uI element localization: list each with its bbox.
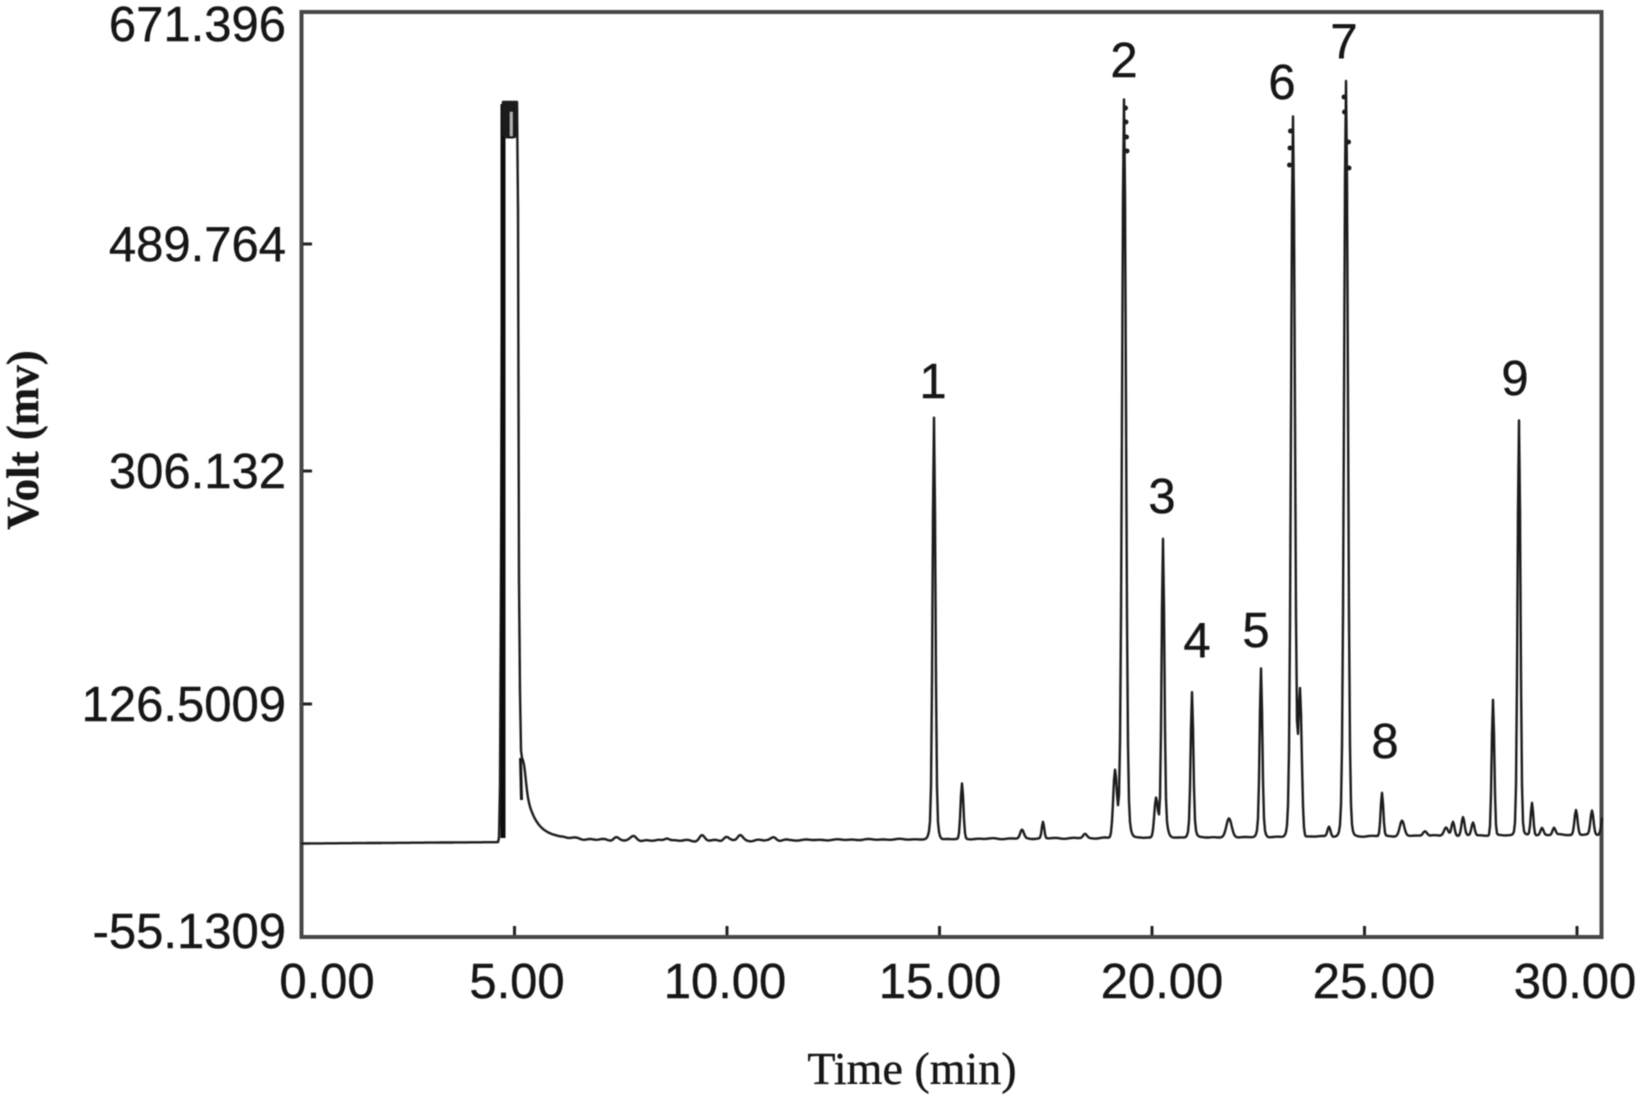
svg-text:Time (min): Time (min)	[807, 1043, 1016, 1094]
svg-text:20.00: 20.00	[1101, 955, 1224, 1009]
svg-text:126.5009: 126.5009	[82, 678, 286, 732]
svg-text:8: 8	[1371, 715, 1398, 769]
svg-text:1: 1	[919, 355, 946, 409]
svg-text:2: 2	[1110, 34, 1137, 88]
svg-text:4: 4	[1183, 614, 1210, 668]
svg-text:15.00: 15.00	[879, 955, 1002, 1009]
svg-text:3: 3	[1148, 470, 1175, 524]
svg-text:671.396: 671.396	[109, 0, 286, 52]
svg-text:9: 9	[1501, 352, 1528, 406]
svg-text:6: 6	[1268, 56, 1295, 110]
svg-text:30.00: 30.00	[1514, 955, 1637, 1009]
svg-text:306.132: 306.132	[109, 445, 286, 499]
svg-text:5: 5	[1242, 604, 1269, 658]
svg-text:25.00: 25.00	[1313, 955, 1436, 1009]
svg-text:7: 7	[1330, 15, 1357, 69]
svg-text:0.00: 0.00	[279, 955, 374, 1009]
svg-text:5.00: 5.00	[469, 955, 564, 1009]
svg-text:Volt (mv): Volt (mv)	[0, 350, 48, 530]
svg-text:-55.1309: -55.1309	[93, 905, 286, 959]
svg-text:10.00: 10.00	[664, 955, 787, 1009]
svg-text:489.764: 489.764	[109, 218, 286, 272]
